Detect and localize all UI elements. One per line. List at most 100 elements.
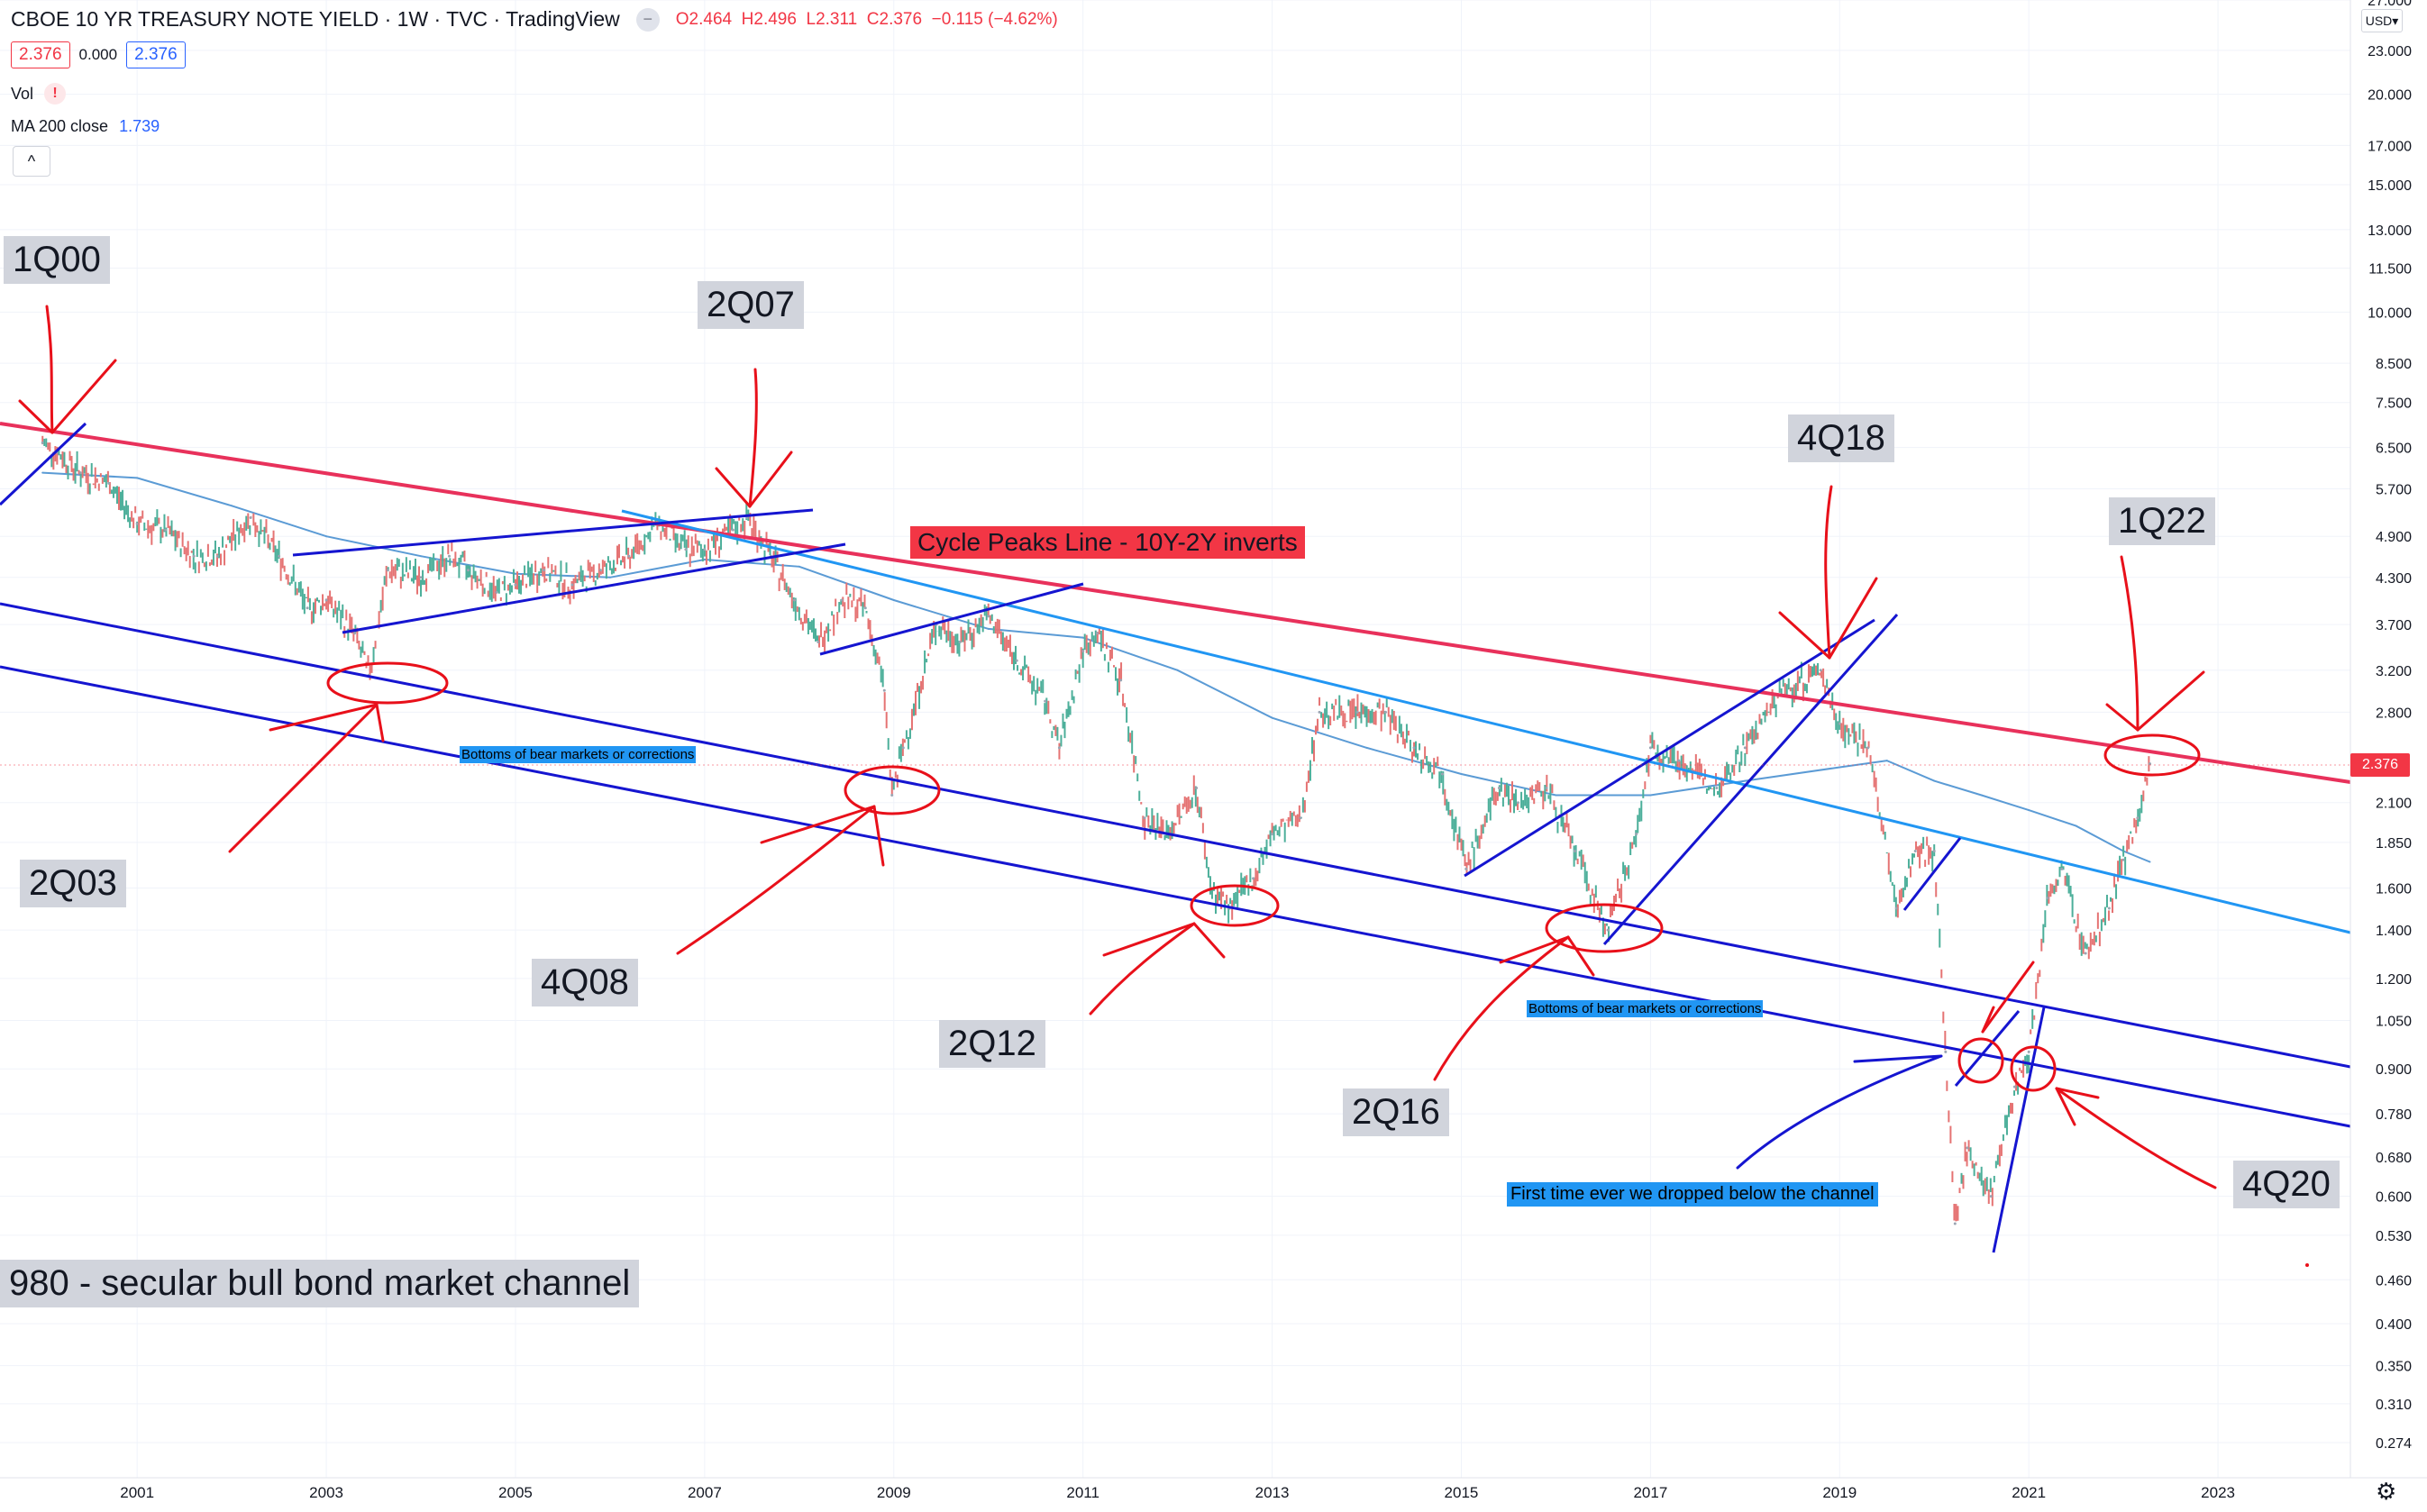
y-tick-label: 1.050 — [2376, 1014, 2412, 1029]
price-point — [1384, 710, 1388, 714]
gear-icon[interactable]: ⚙ — [2376, 1478, 2397, 1505]
price-point — [1095, 632, 1099, 635]
label-4q08[interactable]: 4Q08 — [532, 959, 638, 1006]
channel-upper-line — [0, 602, 2351, 1069]
x-tick-label: 2011 — [1066, 1484, 1099, 1501]
price-point — [890, 793, 894, 797]
price-point — [2027, 1050, 2030, 1053]
sell-price-badge[interactable]: 2.376 — [11, 41, 70, 68]
bottoms-label-1[interactable]: Bottoms of bear markets or corrections — [460, 746, 697, 763]
y-tick-label: 0.900 — [2376, 1062, 2412, 1078]
red-arrows — [18, 305, 2217, 1189]
price-point — [1057, 746, 1061, 750]
ma-point — [1555, 794, 1557, 797]
ma-point — [1081, 636, 1084, 639]
label-1q00[interactable]: 1Q00 — [4, 236, 110, 284]
trend-segment — [1602, 614, 1899, 945]
buy-price-badge[interactable]: 2.376 — [126, 41, 186, 68]
y-tick-label: 0.600 — [2376, 1190, 2412, 1206]
time-axis: 2001 2003 2005 2007 2009 2011 2013 2015 2017 2019… — [120, 1484, 2235, 1501]
y-tick-label: 20.000 — [2368, 88, 2412, 104]
price-point — [1119, 679, 1123, 682]
ma-point — [987, 627, 990, 630]
y-tick-label: 1.600 — [2376, 882, 2412, 897]
label-2q12[interactable]: 2Q12 — [939, 1020, 1045, 1068]
price-point — [542, 569, 545, 572]
label-1q22[interactable]: 1Q22 — [2109, 497, 2215, 545]
y-tick-label: 4.900 — [2376, 530, 2412, 545]
price-point — [1635, 833, 1638, 836]
price-point — [2121, 858, 2125, 861]
y-tick-label: 1.400 — [2376, 924, 2412, 939]
price-point — [2084, 952, 2087, 955]
ma-point — [1460, 772, 1463, 775]
warning-icon[interactable]: ! — [44, 83, 67, 105]
price-point — [1440, 772, 1444, 776]
label-2q16[interactable]: 2Q16 — [1343, 1088, 1449, 1136]
price-point — [386, 569, 389, 572]
blue-arrow — [1736, 1054, 1943, 1170]
bottom-circle — [2010, 1045, 2057, 1092]
symbol-title[interactable]: CBOE 10 YR TREASURY NOTE YIELD · 1W · TV… — [11, 7, 620, 31]
trend-segment — [1464, 618, 1875, 878]
y-tick-label: 11.500 — [2368, 262, 2412, 278]
price-point — [793, 598, 797, 602]
trend-segment — [1902, 837, 1962, 911]
price-point — [41, 441, 44, 444]
price-point — [1299, 816, 1302, 820]
price-point — [598, 569, 602, 572]
price-point — [2046, 897, 2049, 900]
trend-segment — [1954, 1010, 2021, 1087]
ma-point — [1176, 669, 1179, 671]
price-point — [1677, 759, 1681, 762]
more-dots-icon[interactable]: − — [635, 7, 660, 32]
ma-point — [1271, 716, 1273, 719]
collapse-legend-button[interactable]: ^ — [13, 146, 50, 177]
bottoms-label-2[interactable]: Bottoms of bear markets or corrections — [1527, 1000, 1764, 1017]
y-tick-label: 0.460 — [2376, 1273, 2412, 1289]
price-badges: 2.376 0.000 2.376 — [11, 41, 186, 68]
y-tick-label: 15.000 — [2368, 178, 2412, 194]
ma-point — [1885, 760, 1888, 762]
x-tick-label: 2003 — [309, 1484, 343, 1501]
ma-point — [1980, 794, 1983, 797]
first-time-label[interactable]: First time ever we dropped below the cha… — [1507, 1182, 1878, 1207]
price-point — [1866, 746, 1870, 750]
ma-point — [136, 477, 139, 479]
y-tick-label: 2.800 — [2376, 706, 2412, 721]
price-point — [324, 598, 328, 602]
ma-value: 1.739 — [119, 117, 160, 135]
chart-grid — [0, 0, 2350, 1478]
y-tick-label: 3.700 — [2376, 618, 2412, 633]
price-point — [1143, 816, 1146, 820]
cycle-peaks-label[interactable]: Cycle Peaks Line - 10Y-2Y inverts — [910, 526, 1305, 559]
red-dot — [2305, 1263, 2309, 1267]
channel-lower-line — [0, 665, 2351, 1128]
price-point — [958, 641, 962, 644]
trend-segment — [819, 582, 1084, 656]
y-tick-label: 4.300 — [2376, 571, 2412, 587]
x-tick-label: 2021 — [2012, 1484, 2046, 1501]
light-blue-trendline — [621, 509, 2351, 934]
price-point — [817, 641, 820, 644]
price-point — [2012, 1085, 2016, 1088]
label-4q18[interactable]: 4Q18 — [1788, 414, 1894, 462]
ma-indicator-row[interactable]: MA 200 close 1.739 — [11, 117, 160, 136]
y-tick-label: 2.100 — [2376, 797, 2412, 812]
price-point — [2149, 762, 2152, 766]
price-point — [1318, 710, 1321, 714]
price-series — [41, 435, 2152, 1225]
channel-title-label[interactable]: 980 - secular bull bond market channel — [0, 1260, 640, 1307]
ma-point — [41, 471, 44, 474]
vol-indicator-row[interactable]: Vol ! — [11, 83, 67, 105]
label-2q03[interactable]: 2Q03 — [20, 860, 126, 907]
label-2q07[interactable]: 2Q07 — [698, 281, 804, 329]
currency-selector[interactable]: USD ▾ — [2361, 9, 2403, 32]
ma-point — [892, 598, 895, 601]
y-tick-label: 8.500 — [2376, 357, 2412, 372]
price-point — [901, 746, 905, 750]
price-point — [1606, 928, 1610, 932]
label-4q20[interactable]: 4Q20 — [2233, 1161, 2340, 1208]
